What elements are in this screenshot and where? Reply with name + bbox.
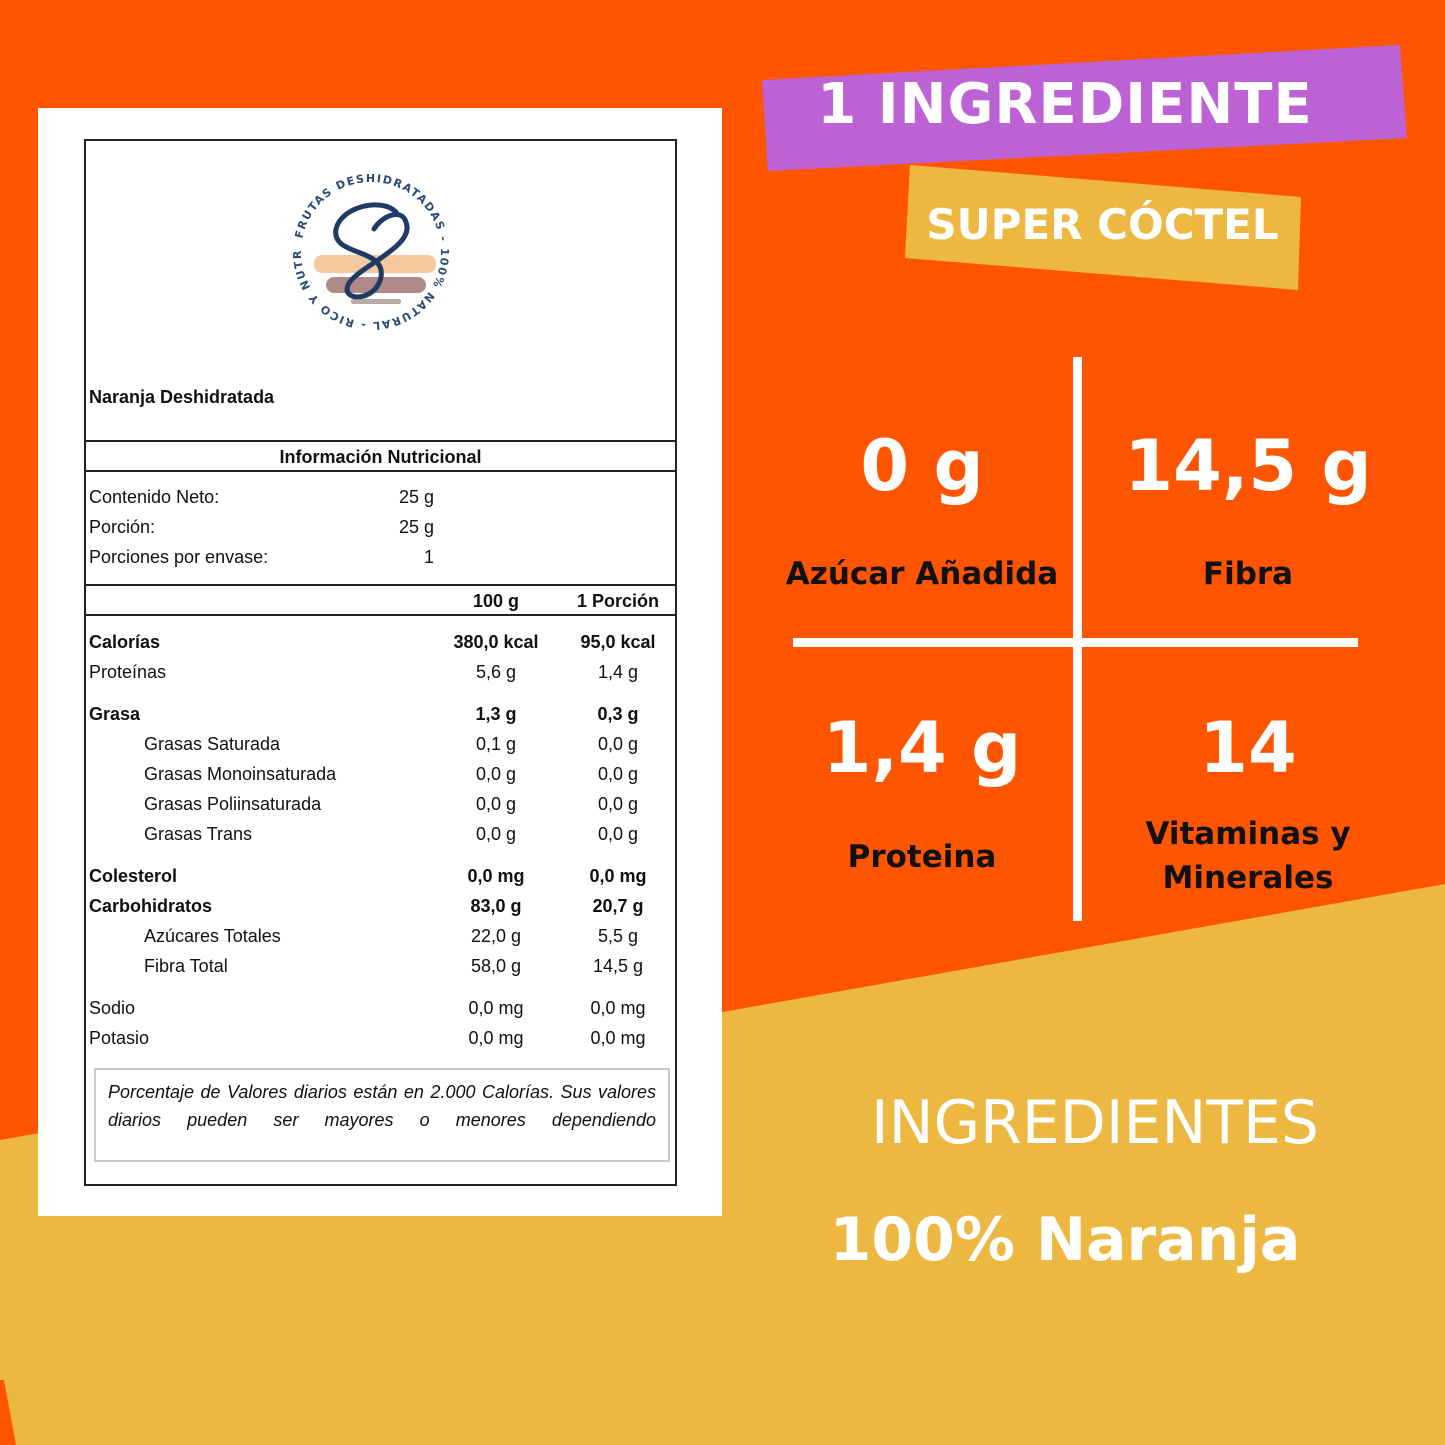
value-portion: 0,0 g: [597, 734, 639, 754]
stat-value: 0 g: [860, 425, 984, 507]
nutrient-name: Potasio: [89, 1028, 150, 1048]
info-key: Contenido Neto:: [89, 487, 220, 507]
value-portion: 0,0 g: [597, 824, 639, 844]
stat-label: Proteina: [847, 839, 997, 875]
value-portion: 0,3 g: [597, 704, 639, 724]
value-100g: 0,0 g: [475, 794, 517, 814]
nutrient-name: Grasa: [89, 704, 141, 724]
value-100g: 0,0 mg: [468, 1028, 524, 1048]
value-100g: 1,3 g: [475, 704, 517, 724]
value-100g: 0,0 mg: [468, 998, 524, 1018]
stat-label: Fibra: [1202, 556, 1294, 592]
nutrient-row: Potasio 0,0 mg 0,0 mg: [86, 1028, 675, 1058]
info-row: Porciones por envase: 1: [86, 547, 675, 577]
nutrient-name: Grasas Saturada: [144, 734, 281, 754]
nutrient-name: Grasas Poliinsaturada: [144, 794, 322, 814]
nutrition-title: Información Nutricional: [279, 447, 482, 467]
product-name: Naranja Deshidratada: [89, 387, 275, 407]
value-portion: 5,5 g: [597, 926, 639, 946]
nutrient-row: Grasas Monoinsaturada 0,0 g 0,0 g: [86, 764, 675, 794]
nutrient-name: Proteínas: [89, 662, 167, 682]
value-100g: 83,0 g: [470, 896, 522, 916]
value-100g: 380,0 kcal: [453, 632, 539, 652]
stat-label: Vitaminas y Minerales: [1145, 816, 1351, 896]
nutrient-row: Grasas Saturada 0,1 g 0,0 g: [86, 734, 675, 764]
value-100g: 5,6 g: [475, 662, 517, 682]
daily-values-note: Porcentaje de Valores diarios están en 2…: [94, 1068, 670, 1162]
nutrient-row: Proteínas 5,6 g 1,4 g: [86, 662, 675, 692]
value-portion: 20,7 g: [592, 896, 644, 916]
stat-value: 14: [1199, 707, 1297, 789]
nutrient-name: Fibra Total: [144, 956, 228, 976]
info-value: 1: [423, 547, 434, 567]
info-key: Porciones por envase:: [89, 547, 269, 567]
value-portion: 14,5 g: [592, 956, 644, 976]
nutrient-name: Calorías: [89, 632, 161, 652]
ingredient-banner-text: 1 INGREDIENTE: [817, 72, 1313, 137]
info-row: Porción: 25 g: [86, 517, 675, 547]
value-100g: 0,0 mg: [467, 866, 525, 886]
value-100g: 22,0 g: [470, 926, 522, 946]
value-portion: 1,4 g: [597, 662, 639, 682]
stat-label: Azúcar Añadida: [785, 556, 1059, 592]
nutrient-row: Colesterol 0,0 mg 0,0 mg: [86, 866, 675, 896]
nutrition-label: FRUTAS DESHIDRATADAS - 100% NATURAL - RI…: [38, 108, 722, 1216]
ingredients-list: 100% Naranja: [829, 1205, 1301, 1275]
nutrient-row: Azúcares Totales 22,0 g 5,5 g: [86, 926, 675, 956]
value-portion: 0,0 mg: [590, 998, 646, 1018]
column-portion: 1 Porción: [576, 591, 660, 611]
value-portion: 0,0 g: [597, 764, 639, 784]
value-portion: 0,0 mg: [590, 1028, 646, 1048]
nutrient-name: Azúcares Totales: [144, 926, 281, 946]
column-100g: 100 g: [472, 591, 520, 611]
nutrient-row: Carbohidratos 83,0 g 20,7 g: [86, 896, 675, 926]
value-portion: 0,0 g: [597, 794, 639, 814]
nutrient-name: Carbohidratos: [89, 896, 213, 916]
nutrient-row: Sodio 0,0 mg 0,0 mg: [86, 998, 675, 1028]
nutrient-row: Grasa 1,3 g 0,3 g: [86, 704, 675, 734]
nutrient-name: Colesterol: [89, 866, 178, 886]
nutrient-name: Grasas Trans: [144, 824, 253, 844]
value-100g: 0,0 g: [475, 824, 517, 844]
nutrient-row: Fibra Total 58,0 g 14,5 g: [86, 956, 675, 986]
info-row: Contenido Neto: 25 g: [86, 487, 675, 517]
value-100g: 0,0 g: [475, 764, 517, 784]
value-100g: 58,0 g: [470, 956, 522, 976]
value-100g: 0,1 g: [475, 734, 517, 754]
cocktail-banner-text: SUPER CÓCTEL: [926, 200, 1279, 249]
stat-value: 14,5 g: [1124, 425, 1372, 507]
value-portion: 95,0 kcal: [580, 632, 656, 652]
divider-horizontal: [793, 638, 1358, 647]
info-value: 25 g: [398, 487, 434, 507]
nutrient-name: Grasas Monoinsaturada: [144, 764, 337, 784]
info-key: Porción:: [89, 517, 156, 537]
value-portion: 0,0 mg: [589, 866, 647, 886]
ingredients-title: INGREDIENTES: [870, 1088, 1319, 1158]
nutrient-name: Sodio: [89, 998, 136, 1018]
brand-logo: FRUTAS DESHIDRATADAS - 100% NATURAL - RI…: [286, 167, 451, 332]
nutrient-row: Grasas Trans 0,0 g 0,0 g: [86, 824, 675, 854]
info-value: 25 g: [398, 517, 434, 537]
nutrient-row: Grasas Poliinsaturada 0,0 g 0,0 g: [86, 794, 675, 824]
nutrient-row: Calorías 380,0 kcal 95,0 kcal: [86, 632, 675, 662]
nutrition-table: FRUTAS DESHIDRATADAS - 100% NATURAL - RI…: [84, 139, 677, 1186]
stat-value: 1,4 g: [822, 707, 1022, 789]
svg-text:FRUTAS DESHIDRATADAS - 100% NA: FRUTAS DESHIDRATADAS - 100% NATURAL - RI…: [286, 167, 451, 332]
